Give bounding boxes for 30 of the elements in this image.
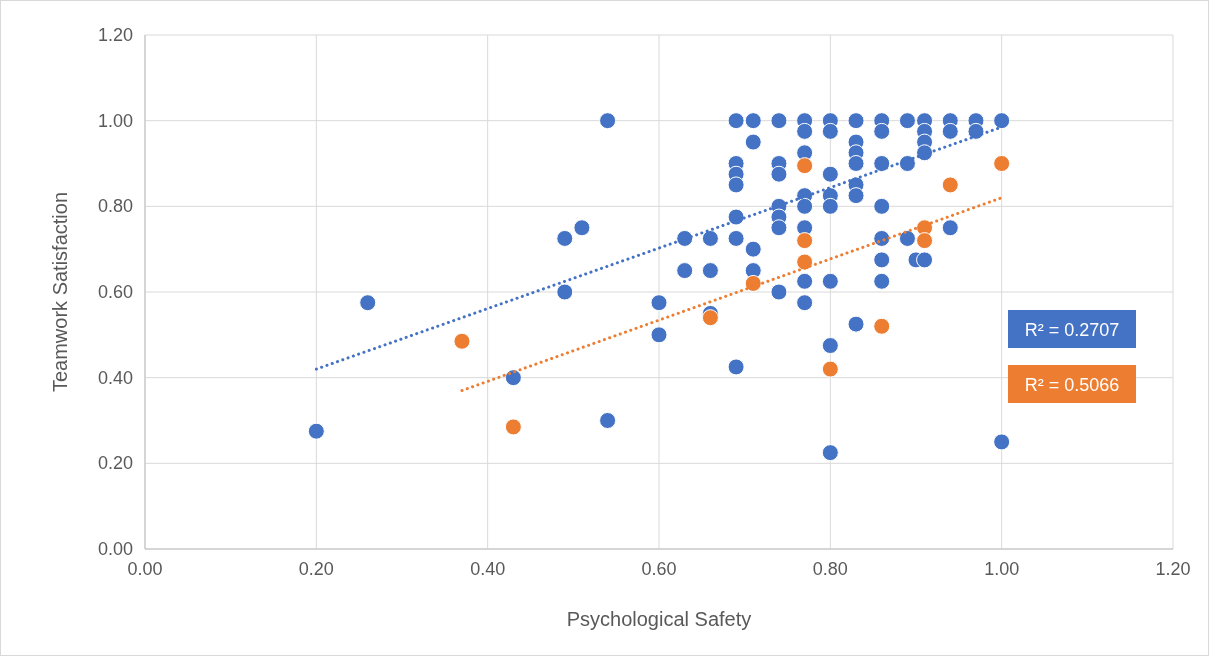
point bbox=[744, 274, 762, 292]
point bbox=[796, 157, 814, 175]
point bbox=[796, 253, 814, 271]
y-axis-title: Teamwork Satisfaction bbox=[49, 191, 71, 393]
x-tick-label: 0.20 bbox=[298, 559, 334, 579]
point bbox=[941, 176, 959, 194]
y-tick-label: 0.40 bbox=[97, 367, 133, 388]
point bbox=[796, 232, 814, 250]
y-tick-label: 0.60 bbox=[97, 282, 133, 302]
x-tick-label: 0.40 bbox=[470, 559, 506, 579]
annotation: R² = 0.2707 bbox=[1024, 320, 1120, 340]
x-tick-label: 1.20 bbox=[1155, 559, 1191, 579]
point bbox=[701, 309, 719, 327]
x-tick-label: 1.00 bbox=[984, 559, 1020, 579]
point bbox=[993, 155, 1011, 172]
y-tick-label: 0.20 bbox=[97, 453, 133, 474]
x-tick-label: 0.60 bbox=[641, 559, 677, 579]
point bbox=[821, 360, 839, 378]
point bbox=[916, 232, 934, 250]
y-tick-label: 1.20 bbox=[97, 25, 133, 45]
y-tick-label: 0.00 bbox=[97, 539, 133, 559]
x-axis-title: Psychological Safety bbox=[566, 608, 752, 630]
x-tick-label: 0.80 bbox=[812, 559, 848, 579]
point bbox=[873, 317, 891, 335]
point bbox=[504, 418, 522, 436]
x-tick-label: 0.00 bbox=[127, 559, 163, 579]
annotation: R² = 0.5066 bbox=[1024, 375, 1120, 395]
y-tick-label: 1.00 bbox=[97, 110, 133, 131]
point bbox=[453, 332, 471, 350]
y-tick-label: 0.80 bbox=[97, 196, 133, 217]
